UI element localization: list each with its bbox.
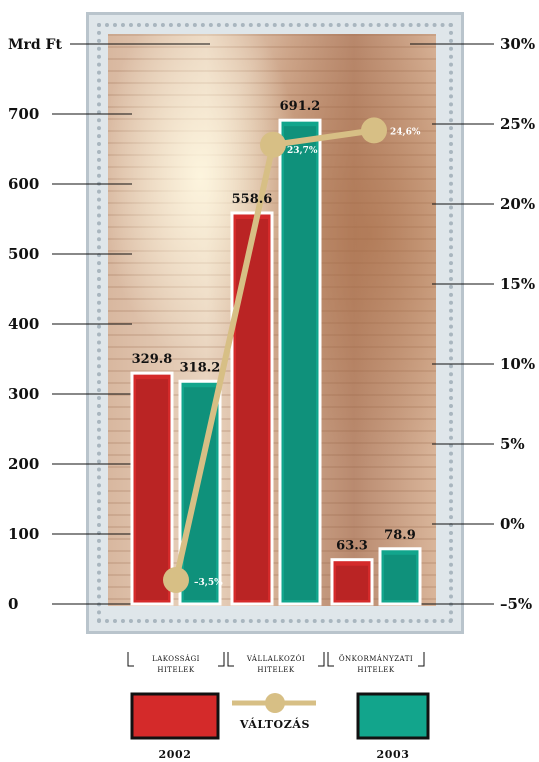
category-label-line1: LAKOSSÁGI	[152, 654, 200, 663]
change-line: –3,5% 23,7% 24,6%	[163, 117, 421, 593]
legend-label-change: VÁLTOZÁS	[239, 717, 310, 731]
right-tick-label: 25%	[500, 115, 535, 133]
bars	[130, 118, 422, 606]
bar-shading	[384, 554, 416, 600]
left-tick-label: 100	[8, 525, 39, 543]
legend-label-2002: 2002	[158, 748, 191, 761]
bar-2002-0	[130, 371, 174, 606]
left-tick-label: 0	[8, 595, 18, 613]
change-point-label: 23,7%	[287, 146, 318, 156]
category-label-line1: ÖNKORMÁNYZATI	[339, 654, 413, 663]
bar-2002-1	[230, 211, 274, 606]
left-axis: 0 100 200 300 400 500 600 700 Mrd Ft	[8, 37, 62, 613]
legend-swatch-2003	[356, 692, 430, 740]
category-bracket-right	[418, 652, 425, 667]
category-label-line1: VÁLLALKOZÓI	[246, 654, 305, 663]
right-tick-label: –5%	[500, 595, 532, 613]
change-point-label: –3,5%	[194, 578, 223, 588]
bar-value-label: 318.2	[180, 360, 221, 375]
category-labels: LAKOSSÁGI HITELEK VÁLLALKOZÓI HITELEK ÖNKORM…	[127, 652, 425, 674]
category-bracket-right	[318, 652, 325, 667]
bar-shading	[136, 379, 168, 600]
value-labels: 329.8 558.6 63.3 318.2 691.2 78.9	[132, 99, 416, 554]
right-tick-label: 20%	[500, 195, 535, 213]
change-point-label: 24,6%	[390, 127, 421, 137]
bar-value-label: 78.9	[384, 528, 416, 543]
right-tick-label: 30%	[500, 35, 535, 53]
gridlines	[52, 43, 494, 605]
y-axis-unit-title: Mrd Ft	[8, 37, 62, 53]
category-label-line2: HITELEK	[357, 666, 394, 674]
change-point	[163, 567, 189, 593]
right-tick-label: 10%	[500, 355, 535, 373]
left-tick-label: 200	[8, 455, 39, 473]
category-bracket-left	[127, 652, 134, 667]
category-bracket-left	[327, 652, 334, 667]
change-point	[361, 117, 387, 144]
legend-swatch-2002	[130, 692, 220, 740]
left-tick-label: 400	[8, 315, 39, 333]
right-tick-label: 5%	[500, 435, 525, 453]
category-bracket-right	[218, 652, 225, 667]
left-tick-label: 700	[8, 105, 39, 123]
bar-2002-2	[330, 558, 374, 606]
category-bracket-left	[227, 652, 234, 667]
bar-value-label: 63.3	[336, 539, 368, 554]
legend-marker-change	[265, 693, 285, 713]
left-tick-label: 600	[8, 175, 39, 193]
left-tick-label: 300	[8, 385, 39, 403]
bar-shading	[336, 565, 368, 600]
bar-2003-1	[278, 118, 322, 606]
bar-value-label: 691.2	[280, 99, 321, 114]
legend-label-2003: 2003	[376, 748, 409, 761]
picture-frame-border	[97, 23, 453, 623]
left-tick-label: 500	[8, 245, 39, 263]
bar-2003-2	[378, 547, 422, 606]
bar-shading	[284, 126, 316, 600]
change-point	[260, 131, 286, 158]
bar-value-label: 329.8	[132, 352, 173, 367]
legend: 2002 2003 VÁLTOZÁS	[130, 692, 430, 761]
right-tick-label: 15%	[500, 275, 535, 293]
category-label-line2: HITELEK	[257, 666, 294, 674]
right-tick-label: 0%	[500, 515, 525, 533]
category-label-line2: HITELEK	[157, 666, 194, 674]
right-axis: –5% 0% 5% 10% 15% 20% 25% 30%	[500, 35, 535, 613]
bar-value-label: 558.6	[232, 192, 273, 207]
